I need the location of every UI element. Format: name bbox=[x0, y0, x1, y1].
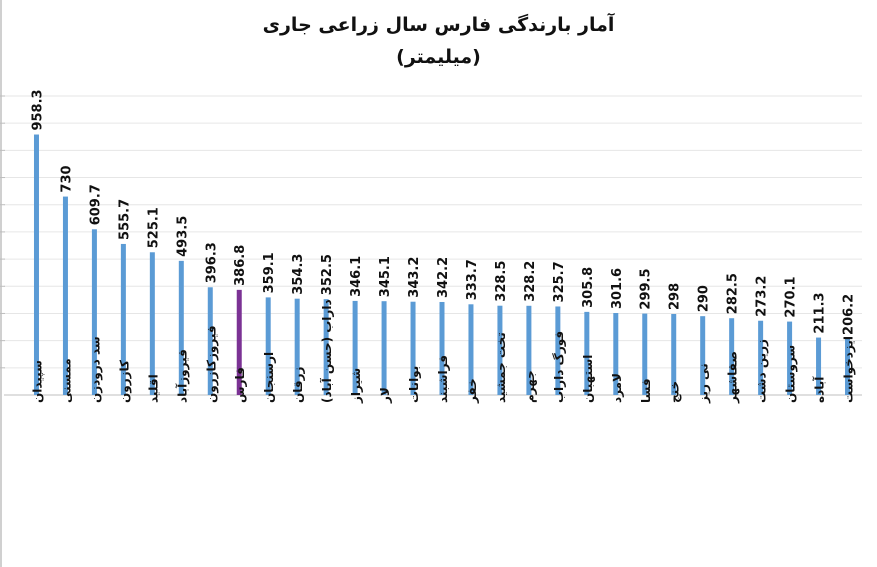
data-label: 211.3 bbox=[813, 292, 828, 333]
category-label: ممسنی bbox=[59, 358, 73, 403]
data-label: 270.1 bbox=[784, 276, 799, 317]
bar bbox=[613, 313, 619, 395]
category-label: کازرون bbox=[117, 360, 132, 403]
data-label: 386.8 bbox=[233, 245, 248, 286]
data-label: 359.1 bbox=[262, 252, 277, 293]
bar bbox=[816, 337, 822, 395]
data-label: 525.1 bbox=[146, 207, 161, 248]
bar bbox=[729, 318, 735, 395]
category-label: آباده bbox=[812, 376, 827, 403]
bar bbox=[265, 297, 271, 395]
data-label: 273.2 bbox=[755, 276, 770, 317]
bar bbox=[381, 301, 387, 395]
bar bbox=[352, 300, 358, 395]
chart-subtitle: (میلیمتر) bbox=[396, 46, 481, 68]
data-label: 301.6 bbox=[610, 268, 625, 309]
category-label: لامرد bbox=[610, 373, 624, 403]
bar bbox=[468, 304, 474, 395]
category-label: زرقان bbox=[291, 366, 305, 403]
bar bbox=[787, 321, 793, 395]
bar bbox=[91, 229, 97, 395]
category-label: سروستان bbox=[784, 345, 799, 403]
data-label: 346.1 bbox=[349, 256, 364, 297]
category-label: فارس bbox=[233, 367, 247, 403]
category-label: شیراز bbox=[349, 368, 363, 404]
chart-border bbox=[0, 0, 2, 567]
data-label: 299.5 bbox=[639, 268, 654, 309]
data-label: 206.2 bbox=[842, 294, 857, 335]
category-label: فیروزکازرون bbox=[204, 325, 219, 403]
category-label: ایزدخواست bbox=[842, 336, 857, 403]
category-label: سد درودزن bbox=[88, 336, 103, 403]
data-label: 333.7 bbox=[465, 259, 480, 300]
bar bbox=[120, 243, 126, 395]
category-label: صفاشهر bbox=[726, 351, 740, 404]
data-label: 325.7 bbox=[552, 261, 567, 302]
bar bbox=[845, 338, 851, 395]
category-label: سپیدان bbox=[30, 360, 44, 403]
data-label: 342.2 bbox=[436, 257, 451, 298]
bar bbox=[439, 301, 445, 395]
bar bbox=[584, 311, 590, 395]
data-label: 328.2 bbox=[523, 261, 538, 302]
bar bbox=[33, 134, 39, 395]
bar bbox=[207, 287, 213, 395]
category-label: داراب (حسن آباد) bbox=[319, 299, 334, 403]
category-label: خنج bbox=[668, 381, 682, 403]
category-label: بوانات bbox=[407, 366, 422, 403]
category-label: ارسنجان bbox=[262, 352, 276, 403]
category-label: استهبان bbox=[581, 355, 595, 403]
bar bbox=[236, 289, 242, 395]
category-label: لار bbox=[378, 387, 392, 404]
data-label: 958.3 bbox=[30, 89, 45, 130]
category-label: تخت جمشید bbox=[494, 332, 508, 403]
category-label: اقلید bbox=[146, 374, 160, 403]
data-label: 555.7 bbox=[117, 199, 132, 240]
bar bbox=[526, 305, 532, 395]
bar bbox=[178, 260, 184, 395]
category-label: زرین دشت bbox=[755, 339, 769, 403]
data-label: 493.5 bbox=[175, 216, 190, 257]
category-label: فراشبند bbox=[436, 355, 450, 403]
chart-title: آمار بارندگی فارس سال زراعی جاری bbox=[262, 14, 615, 36]
category-label: فیروزآباد bbox=[174, 349, 190, 403]
data-label: 290 bbox=[697, 285, 712, 312]
bar bbox=[323, 299, 329, 395]
data-label: 352.5 bbox=[320, 254, 335, 295]
bar bbox=[758, 320, 764, 395]
bar bbox=[410, 301, 416, 395]
bar bbox=[555, 306, 561, 395]
category-label: خفر bbox=[465, 378, 479, 404]
data-label: 305.8 bbox=[581, 267, 596, 308]
data-label: 345.1 bbox=[378, 256, 393, 297]
bar bbox=[294, 298, 300, 395]
category-label: فورگ داراب bbox=[551, 331, 567, 403]
bar bbox=[671, 313, 677, 395]
category-label: نی ریز bbox=[697, 363, 711, 404]
data-label: 354.3 bbox=[291, 254, 306, 295]
data-label: 396.3 bbox=[204, 242, 219, 283]
bar bbox=[149, 252, 155, 395]
bar bbox=[497, 305, 503, 395]
bar bbox=[642, 313, 648, 395]
bar bbox=[62, 196, 68, 395]
data-label: 343.2 bbox=[407, 257, 422, 298]
data-label: 282.5 bbox=[726, 273, 741, 314]
category-label: جهرم bbox=[523, 370, 538, 403]
category-label: فسا bbox=[639, 378, 653, 403]
data-label: 328.5 bbox=[494, 261, 509, 302]
data-label: 730 bbox=[59, 165, 74, 192]
data-label: 609.7 bbox=[88, 184, 103, 225]
bar bbox=[700, 316, 706, 395]
data-label: 298 bbox=[668, 283, 683, 310]
